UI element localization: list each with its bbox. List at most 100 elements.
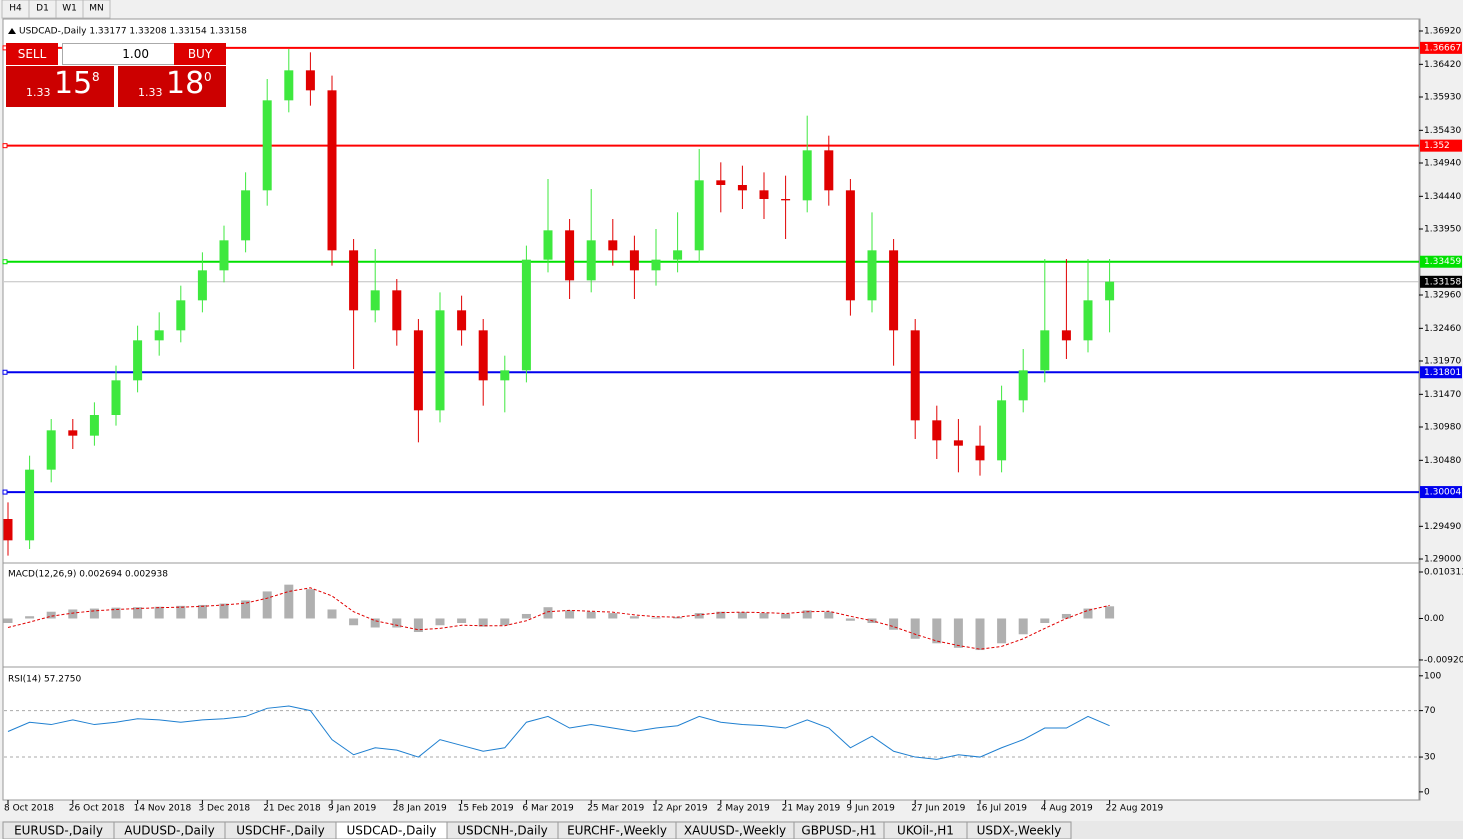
x-tick-label: 21 Dec 2018 xyxy=(263,804,321,814)
tab-label: USDCAD-,Daily xyxy=(347,824,437,838)
macd-bar xyxy=(46,611,56,619)
price-main: 15 xyxy=(54,66,93,101)
tab-label: XAUUSD-,Weekly xyxy=(684,824,786,838)
x-tick-label: 22 Aug 2019 xyxy=(1106,804,1164,814)
collapse-icon xyxy=(8,28,16,34)
y-tick-label: 1.32960 xyxy=(1424,291,1461,301)
price-prefix: 1.33 xyxy=(138,86,163,99)
candle-body xyxy=(370,290,380,311)
macd-bar xyxy=(629,616,639,619)
candle-body xyxy=(284,70,294,101)
macd-bar xyxy=(608,613,618,619)
buy-price[interactable]: 1.33 18 0 xyxy=(118,66,226,107)
x-tick-label: 14 Nov 2018 xyxy=(134,804,192,814)
timeframe-button[interactable] xyxy=(82,0,111,19)
candle-body xyxy=(608,240,618,251)
level-handle xyxy=(2,143,8,149)
level-label-box xyxy=(1420,41,1462,54)
candle-body xyxy=(694,180,704,251)
tab-label: UKOil-,H1 xyxy=(897,824,954,838)
candle-body xyxy=(737,185,747,191)
sell-price[interactable]: 1.33 15 8 xyxy=(6,66,114,107)
level-label-box xyxy=(1420,486,1462,499)
level-label: 1.30004 xyxy=(1424,488,1461,498)
macd-bar xyxy=(457,618,467,623)
y-tick-label: 1.36920 xyxy=(1424,27,1461,37)
macd-bar xyxy=(68,609,78,619)
macd-bar xyxy=(1105,606,1115,619)
macd-bar xyxy=(694,613,704,619)
y-tick-label: 1.35930 xyxy=(1424,93,1461,103)
candle-body xyxy=(543,230,553,260)
macd-bar xyxy=(197,604,207,619)
macd-bar xyxy=(673,617,683,619)
candle-body xyxy=(889,250,899,331)
macd-bar xyxy=(370,618,380,628)
sell-button[interactable]: SELL xyxy=(6,43,58,65)
candle-body xyxy=(1018,370,1028,401)
macd-bar xyxy=(910,618,920,639)
macd-bar xyxy=(89,608,99,619)
candle-body xyxy=(89,415,99,436)
macd-bar xyxy=(111,607,121,619)
candle-body xyxy=(1040,330,1050,371)
y-tick-label: 1.29490 xyxy=(1424,522,1461,532)
candle-body xyxy=(997,400,1007,461)
macd-bar xyxy=(824,611,834,619)
macd-bar xyxy=(781,613,791,619)
y-tick-label: 30 xyxy=(1424,753,1436,763)
candle-body xyxy=(392,290,402,331)
tab[interactable] xyxy=(966,821,1072,839)
y-tick-label: 1.34440 xyxy=(1424,192,1461,202)
candle-body xyxy=(521,259,531,371)
tab-label: USDX-,Weekly xyxy=(977,824,1062,838)
x-tick-label: 15 Feb 2019 xyxy=(458,804,514,814)
timeframe-label: W1 xyxy=(62,4,77,14)
level-handle xyxy=(2,259,8,265)
timeframe-label: D1 xyxy=(36,4,49,14)
candle-body xyxy=(500,370,510,381)
macd-bar xyxy=(845,618,855,621)
timeframe-label: H4 xyxy=(9,4,22,14)
trade-panel: SELL 1.00 BUY 1.33 15 8 1.33 18 0 xyxy=(6,43,226,108)
macd-bar xyxy=(478,618,488,627)
level-label: 1.33459 xyxy=(1424,257,1461,267)
candle-body xyxy=(759,190,769,199)
candle-body xyxy=(953,440,963,446)
candle-body xyxy=(1083,300,1093,341)
lot-input[interactable]: 1.00 xyxy=(62,43,176,65)
level-label-box xyxy=(1420,139,1462,152)
y-tick-label: 1.31470 xyxy=(1424,390,1461,400)
macd-bar xyxy=(305,589,315,619)
candle-body xyxy=(1105,281,1115,301)
y-tick-label: 1.31970 xyxy=(1424,357,1461,367)
x-tick-label: 16 Jul 2019 xyxy=(976,804,1027,814)
candle-body xyxy=(586,240,596,281)
macd-bar xyxy=(392,618,402,628)
macd-bar xyxy=(1083,608,1093,619)
buy-button[interactable]: BUY xyxy=(174,43,226,65)
toolbar xyxy=(0,0,1463,19)
candle-body xyxy=(802,150,812,201)
macd-bar xyxy=(975,618,985,651)
x-tick-label: 25 Mar 2019 xyxy=(587,804,644,814)
candle-body xyxy=(327,90,337,251)
macd-bar xyxy=(327,609,337,619)
timeframe-label: MN xyxy=(89,4,104,14)
price-prefix: 1.33 xyxy=(26,86,51,99)
macd-bar xyxy=(953,618,963,648)
x-tick-label: 26 Oct 2018 xyxy=(69,804,125,814)
y-tick-label: 1.36420 xyxy=(1424,60,1461,70)
candle-body xyxy=(133,340,143,381)
x-tick-label: 2 May 2019 xyxy=(717,804,770,814)
y-tick-label: -0.009203 xyxy=(1424,655,1463,665)
candle-body xyxy=(565,230,575,281)
chart-area xyxy=(2,18,1421,801)
macd-bar xyxy=(25,616,35,619)
macd-bar xyxy=(219,603,229,619)
price-sup: 8 xyxy=(92,70,100,84)
macd-bar xyxy=(284,584,294,619)
y-tick-label: 0.00 xyxy=(1424,614,1444,624)
x-tick-label: 21 May 2019 xyxy=(782,804,841,814)
macd-title: MACD(12,26,9) 0.002694 0.002938 xyxy=(8,570,168,580)
